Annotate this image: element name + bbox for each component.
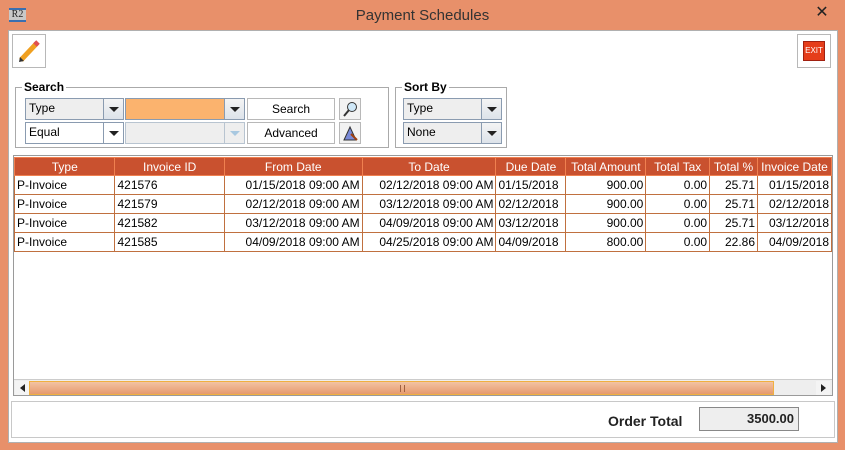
sort-group: Sort By [395,80,507,148]
scroll-left-button[interactable] [15,381,29,395]
second-value [126,123,224,143]
app-icon: R2 [9,8,26,22]
operator-value: Equal [29,125,60,139]
sort-secondary-value: None [407,125,436,139]
advanced-search-icon [343,125,358,141]
sort-primary-value: Type [407,101,434,115]
order-total-label: Order Total [608,413,683,429]
table-cell: 0.00 [645,232,711,252]
column-header[interactable]: Total % [709,157,759,176]
table-cell: 800.00 [565,232,647,252]
chevron-down-icon [108,106,119,112]
table-cell: 01/15/2018 [757,175,832,195]
table-row[interactable]: P-Invoice 421579 02/12/2018 09:00 AM 03/12/… [14,194,832,214]
search-value-select[interactable] [125,98,245,120]
search-group: Search [15,80,389,148]
column-header[interactable]: Due Date [495,157,567,176]
table-cell: 25.71 [709,213,759,233]
search-field-select[interactable]: Type [25,98,124,120]
client-area: EXIT Search Type Equal Search Advanced S… [8,30,838,443]
exit-button[interactable]: EXIT [797,34,831,68]
table-cell: 04/09/2018 [495,232,567,252]
search-button[interactable]: Search [247,98,335,120]
find-button[interactable] [339,98,361,120]
table-row[interactable]: P-Invoice 421582 03/12/2018 09:00 AM 04/09/… [14,213,832,233]
table-cell: 02/12/2018 [757,194,832,214]
search-legend: Search [24,80,65,94]
arrow-left-icon [19,384,25,392]
footer-panel: Order Total 3500.00 [11,401,835,438]
sort-primary-select[interactable]: Type [403,98,502,120]
table-cell: 900.00 [565,213,647,233]
column-header[interactable]: To Date [361,157,497,176]
table-cell: 421585 [114,232,225,252]
table-cell: 03/12/2018 [495,213,567,233]
table-row[interactable]: P-Invoice 421585 04/09/2018 09:00 AM 04/25/… [14,232,832,252]
table-cell: P-Invoice [14,213,116,233]
table-cell: 03/12/2018 09:00 AM [223,213,363,233]
column-header[interactable]: From Date [223,157,363,176]
table-cell: 421582 [114,213,225,233]
table-cell: 25.71 [709,194,759,214]
operator-select[interactable]: Equal [25,122,124,144]
arrow-right-icon [820,384,826,392]
column-header[interactable]: Type [14,157,116,176]
search-field-value: Type [29,101,56,115]
table-cell: 22.86 [709,232,759,252]
table-cell: 04/25/2018 09:00 AM [361,232,497,252]
table-cell: 04/09/2018 09:00 AM [223,232,363,252]
chevron-down-icon [229,106,240,112]
second-value-select [125,122,245,144]
edit-button[interactable] [12,34,46,68]
table-cell: 03/12/2018 [757,213,832,233]
column-header[interactable]: Invoice ID [114,157,225,176]
advanced-search-button[interactable] [339,122,361,144]
column-header[interactable]: Total Tax [645,157,711,176]
table-cell: 421579 [114,194,225,214]
magnifier-icon [343,102,357,117]
table-cell: P-Invoice [14,194,116,214]
exit-icon: EXIT [803,41,825,61]
title-bar: R2 Payment Schedules ✕ [0,0,845,30]
sort-legend: Sort By [404,80,447,94]
chevron-down-icon [486,130,497,136]
table-cell: 03/12/2018 09:00 AM [361,194,497,214]
sort-secondary-select[interactable]: None [403,122,502,144]
grip-icon [400,385,405,392]
table-cell: 01/15/2018 09:00 AM [223,175,363,195]
scroll-right-button[interactable] [816,381,830,395]
table-cell: 02/12/2018 09:00 AM [223,194,363,214]
table-cell: 0.00 [645,175,711,195]
table-cell: P-Invoice [14,232,116,252]
table-cell: 900.00 [565,194,647,214]
chevron-down-icon [229,130,240,136]
table-cell: 04/09/2018 [757,232,832,252]
table-row[interactable]: P-Invoice 421576 01/15/2018 09:00 AM 02/12/… [14,175,832,195]
table-cell: 01/15/2018 [495,175,567,195]
search-value [126,99,224,119]
close-button[interactable]: ✕ [815,4,829,21]
chevron-down-icon [108,130,119,136]
table-cell: 25.71 [709,175,759,195]
table-cell: 04/09/2018 09:00 AM [361,213,497,233]
scrollbar-thumb[interactable] [29,381,774,395]
chevron-down-icon [486,106,497,112]
horizontal-scrollbar[interactable] [14,379,832,395]
window-title: Payment Schedules [355,7,490,24]
advanced-button[interactable]: Advanced [247,122,335,144]
table-cell: P-Invoice [14,175,116,195]
table-cell: 421576 [114,175,225,195]
table-cell: 02/12/2018 09:00 AM [361,175,497,195]
pencil-icon [19,40,40,62]
column-header[interactable]: Total Amount [565,157,647,176]
table-cell: 0.00 [645,194,711,214]
table-cell: 900.00 [565,175,647,195]
order-total-value: 3500.00 [699,407,799,431]
table-cell: 02/12/2018 [495,194,567,214]
payment-schedule-table: Type Invoice ID From Date To Date Due Date To… [13,155,833,396]
table-cell: 0.00 [645,213,711,233]
column-header[interactable]: Invoice Date [757,157,832,176]
